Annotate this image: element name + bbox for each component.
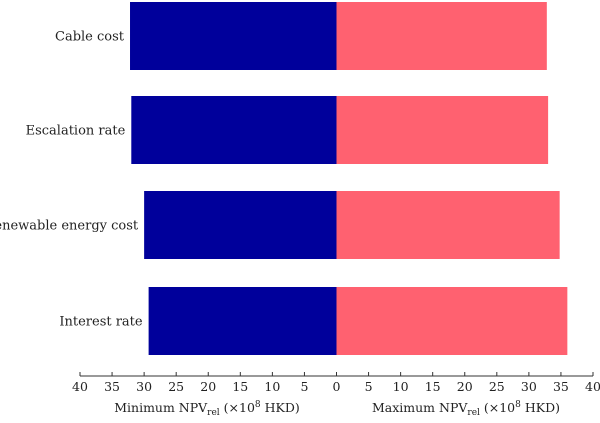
x-axis: 40 35 30 25 20 15 10 5 0 5 10 15 20 25 30 35 40 [72, 372, 600, 394]
x-tick-label: 40 [585, 379, 600, 394]
category-label: Escalation rate [26, 124, 126, 139]
x-tick-label: 30 [136, 379, 152, 394]
category-label: Cable cost [55, 30, 125, 45]
x-axis-title-maximum: Maximum NPVrel (×108 HKD) [372, 400, 560, 418]
x-tick-label: 20 [457, 379, 473, 394]
bar-maximum [336, 191, 560, 259]
x-tick-label: 5 [300, 379, 308, 394]
x-tick-label: 35 [553, 379, 569, 394]
category-label: Renewable energy cost [0, 219, 139, 234]
bar-minimum [148, 287, 337, 355]
bar-maximum [336, 2, 547, 70]
x-tick-label: 35 [104, 379, 120, 394]
x-tick-label: 15 [425, 379, 441, 394]
x-tick-label: 0 [333, 379, 341, 394]
category-label: Interest rate [59, 315, 143, 330]
bar-maximum [336, 287, 568, 355]
maximum-bars [336, 2, 568, 355]
x-tick-label: 20 [200, 379, 216, 394]
x-tick-label: 10 [264, 379, 280, 394]
x-tick-label: 40 [72, 379, 88, 394]
minimum-bars [130, 2, 337, 355]
bar-minimum [130, 2, 337, 70]
bar-maximum [336, 96, 549, 164]
x-tick-label: 30 [521, 379, 537, 394]
bar-minimum [131, 96, 337, 164]
x-tick-label: 25 [168, 379, 184, 394]
x-tick-label: 15 [232, 379, 248, 394]
bar-minimum [144, 191, 337, 259]
x-tick-label: 5 [365, 379, 373, 394]
x-tick-label: 25 [489, 379, 505, 394]
category-labels: Cable cost Escalation rate Renewable energ… [0, 30, 143, 330]
x-axis-title-minimum: Minimum NPVrel (×108 HKD) [114, 400, 300, 418]
x-tick-label: 10 [393, 379, 409, 394]
